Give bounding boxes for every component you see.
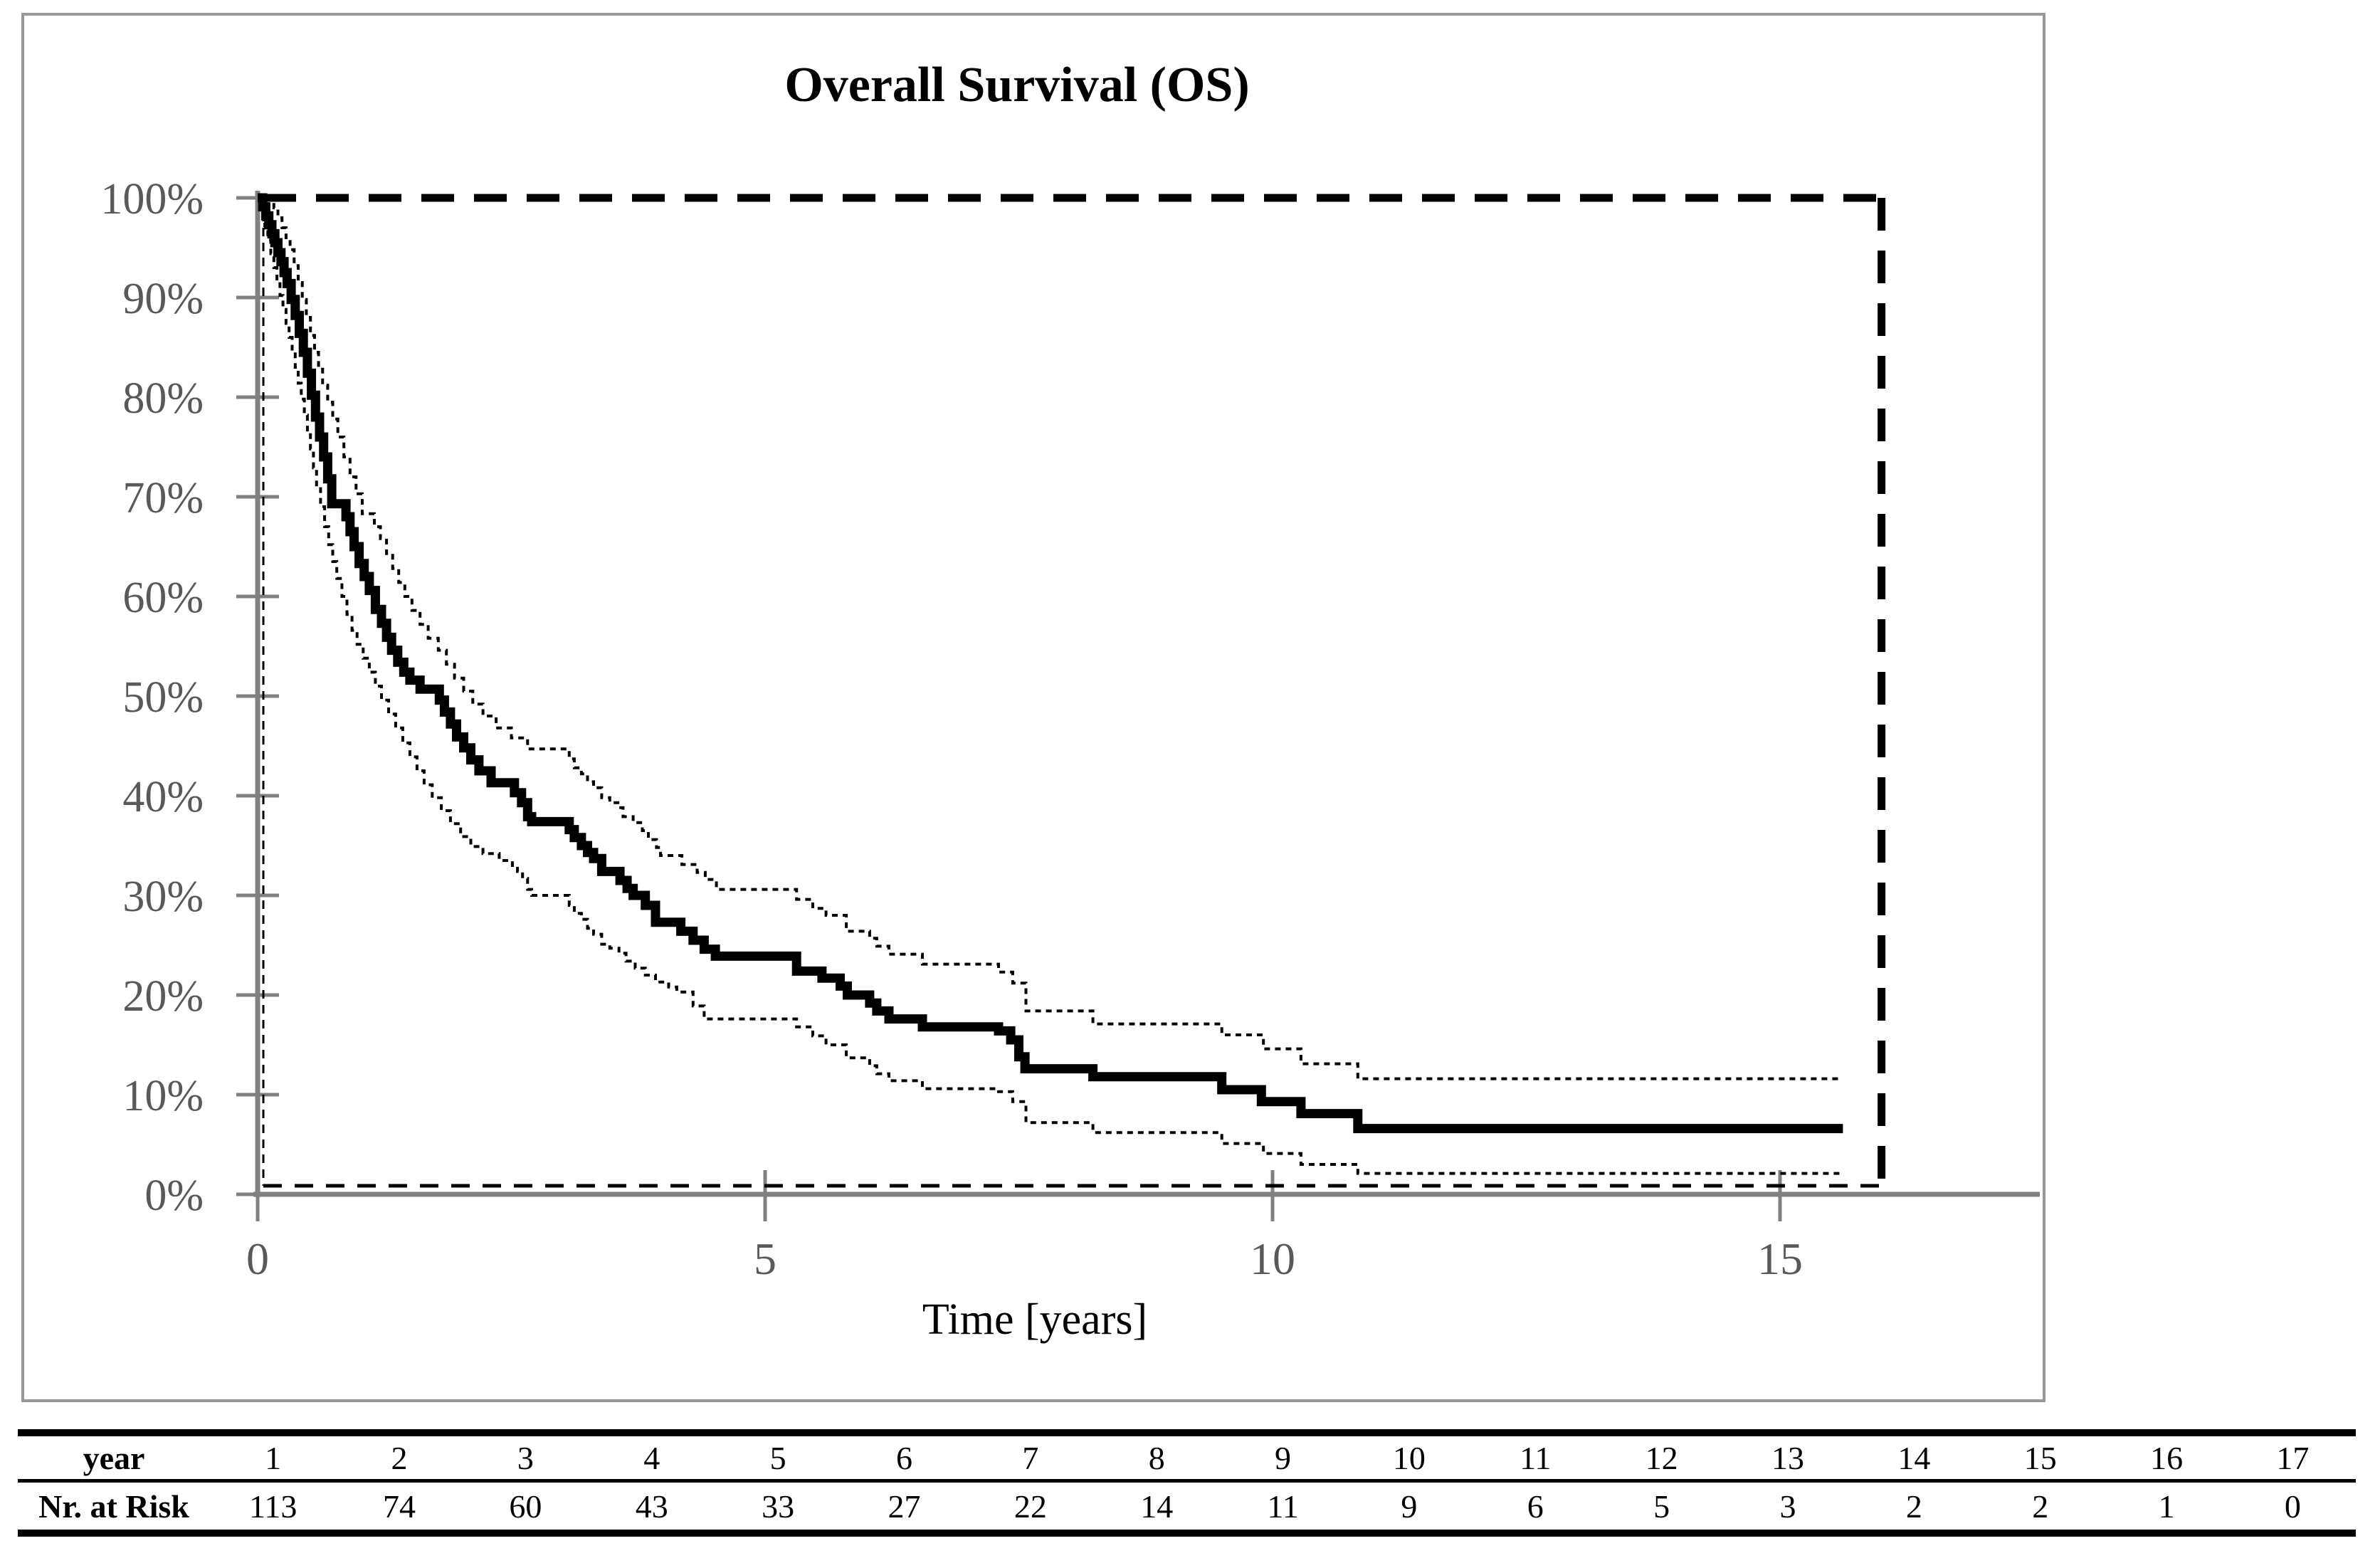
year-cell: 2 [391, 1439, 408, 1476]
year-cell: 8 [1148, 1439, 1165, 1476]
year-cell: 15 [2023, 1439, 2057, 1476]
y-tick-label-40: 40% [122, 773, 204, 821]
year-cell: 9 [1275, 1439, 1292, 1476]
y-tick-label-10: 10% [122, 1072, 204, 1120]
survival-curves-layer [258, 193, 1843, 1175]
year-cell: 1 [265, 1439, 282, 1476]
y-tick-label-50: 50% [122, 673, 204, 722]
y-tick-label-90: 90% [122, 275, 204, 323]
at-risk-cell: 9 [1401, 1488, 1418, 1525]
survival-chart-frame: 0% 10% 20% 30% 40% 50% 60% 70% 80% 90% 100% 0 5 10 15 … [21, 13, 2045, 1402]
x-tick-label-10: 10 [1250, 1233, 1295, 1284]
year-cell: 10 [1392, 1439, 1426, 1476]
x-tick-label-0: 0 [246, 1233, 269, 1284]
at-risk-cell: 43 [635, 1488, 668, 1525]
year-cell: 11 [1520, 1439, 1552, 1476]
curve-lower-95-ci [258, 196, 1843, 1175]
x-tick-label-5: 5 [754, 1233, 776, 1284]
year-cell: 5 [769, 1439, 786, 1476]
at-risk-cell: 27 [888, 1488, 921, 1525]
at-risk-row-label: Nr. at Risk [38, 1488, 189, 1525]
year-cells: 1 2 3 4 5 6 7 8 9 10 11 12 13 14 15 16 17 [210, 1439, 2356, 1477]
at-risk-cell: 5 [1653, 1488, 1670, 1525]
x-tick-label-15: 15 [1757, 1233, 1803, 1284]
at-risk-cell: 0 [2284, 1488, 2301, 1525]
at-risk-cell: 74 [383, 1488, 416, 1525]
y-tick-label-70: 70% [122, 474, 204, 522]
y-tick-label-30: 30% [122, 873, 204, 921]
dashed-box-layer [262, 194, 1886, 1190]
year-cell: 4 [643, 1439, 660, 1476]
y-tick-label-20: 20% [122, 972, 204, 1021]
table-top-border [18, 1429, 2356, 1436]
table-divider [18, 1479, 2356, 1483]
chart-title: Overall Survival (OS) [784, 58, 1249, 112]
at-risk-cell: 6 [1527, 1488, 1544, 1525]
year-cell: 13 [1771, 1439, 1804, 1476]
x-axis-label: Time [years] [922, 1295, 1147, 1344]
at-risk-cell: 11 [1267, 1488, 1299, 1525]
year-row-label: year [83, 1439, 145, 1476]
at-risk-cell: 2 [2032, 1488, 2049, 1525]
at-risk-cell: 3 [1779, 1488, 1796, 1525]
at-risk-cell: 113 [249, 1488, 298, 1525]
year-cell: 16 [2150, 1439, 2184, 1476]
number-at-risk-table: year 1 2 3 4 5 6 7 8 9 10 11 12 13 14 15 16 17 Nr. at Ri… [18, 1429, 2356, 1537]
table-bottom-border [18, 1530, 2356, 1537]
at-risk-cell: 60 [509, 1488, 542, 1525]
kaplan-meier-plot: 0%10%20%30%40%50%60%70%80%90%100%0 5 10 15 … [100, 58, 2040, 1344]
axes-layer: 0% 10% 20% 30% 40% 50% 60% 70% 80% 90% 100% 0 5 10 15 [100, 175, 2040, 1284]
y-tick-label-0: 0% [144, 1172, 204, 1220]
year-cell: 3 [517, 1439, 534, 1476]
at-risk-cell: 2 [1905, 1488, 1922, 1525]
year-cell: 12 [1645, 1439, 1678, 1476]
at-risk-cell: 1 [2158, 1488, 2175, 1525]
curve-os-estimate [258, 193, 1843, 1134]
y-tick-label-80: 80% [122, 374, 204, 423]
year-cell: 14 [1897, 1439, 1931, 1476]
at-risk-cell: 33 [762, 1488, 795, 1525]
labels-layer: Overall Survival (OS) Time [years] [784, 58, 1249, 1344]
year-cell: 7 [1022, 1439, 1039, 1476]
year-cell: 6 [895, 1439, 912, 1476]
at-risk-cell: 14 [1140, 1488, 1174, 1525]
at-risk-cells: 113 74 60 43 33 27 22 14 11 9 6 5 3 2 2 1 0 [210, 1488, 2356, 1525]
year-cell: 17 [2276, 1439, 2310, 1476]
at-risk-row: Nr. at Risk 113 74 60 43 33 27 22 14 11 9 6 5 3 2 2 1 0 [18, 1483, 2356, 1530]
y-tick-label-100: 100% [100, 175, 204, 223]
curve-upper-95-ci [258, 196, 1843, 1080]
y-tick-label-60: 60% [122, 574, 204, 622]
year-row: year 1 2 3 4 5 6 7 8 9 10 11 12 13 14 15 16 17 [18, 1436, 2356, 1479]
at-risk-cell: 22 [1013, 1488, 1047, 1525]
